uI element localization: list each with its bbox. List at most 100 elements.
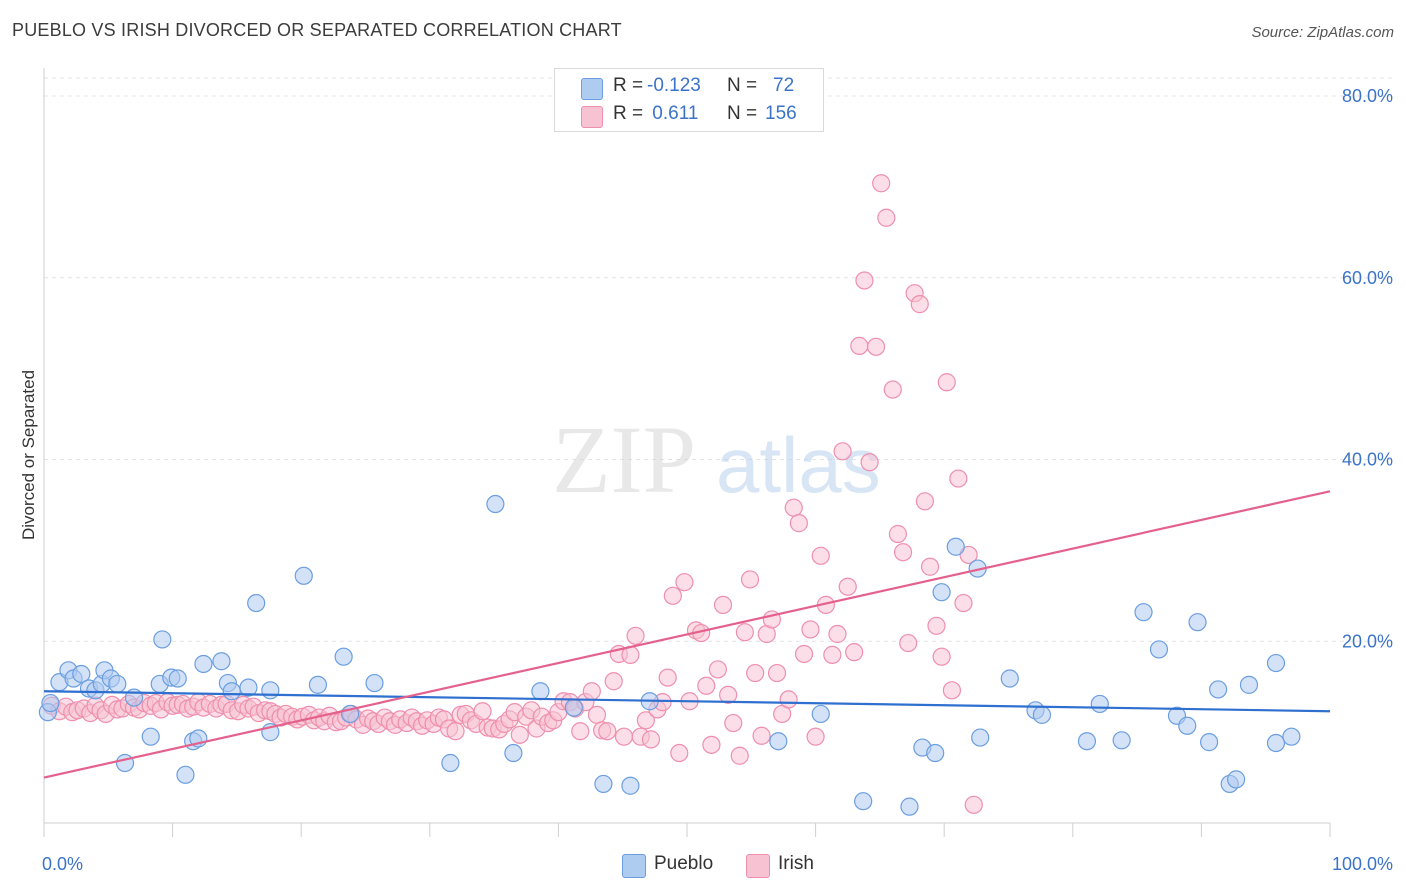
pueblo-point — [932, 583, 951, 602]
pueblo-point — [176, 765, 195, 784]
pueblo-point — [621, 776, 640, 795]
pueblo-point — [239, 678, 258, 697]
irish-point — [663, 586, 682, 605]
pueblo-point — [1266, 653, 1286, 673]
pueblo-point — [194, 654, 213, 674]
pueblo-point — [1200, 733, 1219, 752]
pueblo-point — [222, 682, 241, 701]
watermark: ZIP atlas — [552, 406, 881, 513]
pueblo-point — [1112, 731, 1131, 750]
irish-point — [571, 722, 590, 741]
irish-point — [964, 795, 983, 814]
irish-point — [675, 573, 694, 592]
legend-r-label: R = — [613, 75, 644, 96]
bottom-legend-label-irish: Irish — [778, 853, 814, 874]
legend-swatch-pueblo — [581, 78, 603, 100]
y-tick-label: 20.0% — [1342, 631, 1393, 651]
irish-point — [719, 685, 738, 704]
bottom-legend-swatch-irish — [746, 854, 770, 878]
pueblo-point — [811, 704, 830, 724]
irish-point — [752, 726, 771, 745]
irish-point — [587, 705, 607, 724]
chart-title: PUEBLO VS IRISH DIVORCED OR SEPARATED CO… — [12, 20, 622, 40]
pueblo-point — [1032, 705, 1052, 724]
pueblo-point — [115, 753, 135, 773]
pueblo-point — [1239, 675, 1259, 694]
pueblo-point — [153, 630, 172, 649]
irish-point — [823, 645, 842, 664]
y-axis-label: Divorced or Separated — [19, 370, 38, 540]
y-tick-label: 40.0% — [1342, 450, 1393, 470]
pueblo-point — [594, 774, 613, 794]
series-pueblo-points — [38, 494, 1301, 816]
watermark-zip: ZIP — [552, 406, 696, 513]
pueblo-point — [1090, 694, 1109, 714]
irish-point — [932, 647, 951, 666]
irish-point — [883, 380, 902, 399]
irish-point — [845, 643, 864, 662]
irish-point — [801, 620, 820, 639]
pueblo-point — [1188, 613, 1207, 632]
irish-point — [838, 577, 857, 596]
source-label: Source: ZipAtlas.com — [1251, 24, 1394, 41]
bottom-legend-label-pueblo: Pueblo — [654, 853, 714, 874]
irish-point — [920, 557, 940, 576]
pueblo-point — [1178, 716, 1197, 735]
irish-point — [954, 593, 973, 613]
legend-r-value: -0.123 — [647, 75, 701, 96]
legend-n-label: N = — [727, 75, 758, 96]
irish-point — [735, 623, 754, 642]
irish-point — [860, 453, 879, 472]
correlation-legend: R = -0.123 N = 72 R = 0.611 N = 156 — [554, 68, 824, 132]
irish-point — [767, 663, 787, 683]
bottom-legend: Pueblo Irish — [0, 852, 1406, 878]
irish-point — [850, 336, 869, 356]
pueblo-point — [971, 728, 990, 747]
irish-point — [626, 626, 645, 645]
x-tick-label: 0.0% — [42, 854, 83, 874]
tick-labels: 20.0% 40.0% 60.0% 80.0% 0.0% 100.0% — [42, 86, 1393, 874]
irish-point — [915, 492, 935, 511]
y-tick-label: 80.0% — [1342, 86, 1393, 106]
irish-point — [724, 713, 743, 733]
irish-point — [697, 676, 716, 695]
legend-row-irish: R = 0.611 N = 156 — [555, 103, 823, 131]
pueblo-point — [1266, 733, 1286, 753]
irish-point — [779, 690, 798, 709]
irish-point — [893, 543, 913, 562]
pueblo-point — [261, 681, 280, 700]
watermark-atlas: atlas — [716, 421, 881, 509]
irish-point — [473, 702, 492, 721]
pueblo-point — [1077, 732, 1097, 751]
irish-point — [828, 624, 847, 644]
irish-point — [833, 442, 852, 461]
bottom-legend-swatch-pueblo — [622, 854, 646, 878]
irish-point — [730, 746, 749, 765]
irish-point — [949, 469, 968, 488]
legend-row-pueblo: R = -0.123 N = 72 — [555, 75, 823, 103]
pueblo-point — [441, 753, 460, 773]
pueblo-trend-line — [43, 690, 1331, 713]
pueblo-point — [1282, 727, 1301, 746]
irish-point — [614, 727, 634, 746]
irish-point — [740, 570, 760, 589]
legend-swatch-irish — [581, 106, 603, 128]
pueblo-point — [168, 669, 187, 688]
irish-point — [670, 743, 689, 763]
pueblo-point — [247, 593, 266, 613]
irish-point — [641, 730, 661, 749]
trend-lines — [43, 490, 1331, 779]
irish-point — [959, 545, 978, 565]
pueblo-point — [946, 537, 965, 556]
pueblo-point — [1000, 669, 1019, 688]
pueblo-point — [41, 693, 60, 713]
irish-point — [746, 663, 765, 683]
pueblo-point — [531, 682, 550, 701]
irish-point — [598, 722, 617, 741]
irish-point — [702, 735, 721, 754]
legend-n-value: 72 — [773, 75, 795, 96]
irish-point — [658, 668, 677, 687]
irish-point — [446, 722, 465, 741]
pueblo-point — [1209, 680, 1228, 699]
